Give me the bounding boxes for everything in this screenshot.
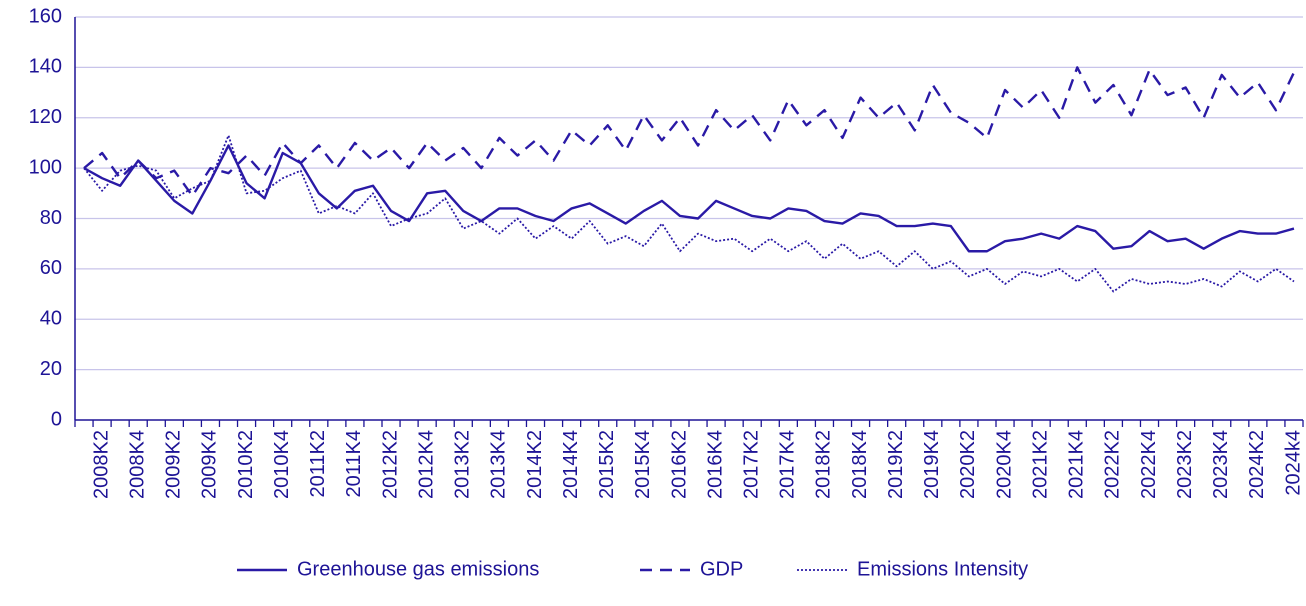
x-tick-label: 2013K2 [452, 430, 474, 499]
legend-label: Emissions Intensity [857, 558, 1028, 580]
y-tick-label: 120 [29, 106, 62, 128]
x-tick-label: 2018K4 [849, 430, 871, 499]
y-tick-label: 80 [40, 207, 62, 229]
x-tick-label: 2019K2 [885, 430, 907, 499]
x-tick-label: 2016K4 [704, 430, 726, 499]
series-line [83, 144, 1295, 253]
y-tick-label: 60 [40, 257, 62, 279]
x-tick-label: 2014K4 [560, 430, 582, 499]
x-tick-label: 2016K2 [668, 430, 690, 499]
x-tick-label: 2024k4 [1282, 430, 1304, 496]
x-tick-label: 2013K4 [488, 430, 510, 499]
y-tick-label: 0 [51, 408, 62, 430]
series-line [83, 66, 1296, 198]
x-tick-label: 2022K4 [1138, 430, 1160, 499]
x-tick-label: 2011K2 [307, 430, 329, 497]
x-tick-label: 2022K2 [1102, 430, 1124, 499]
x-tick-label: 2023K2 [1174, 430, 1196, 499]
x-tick-label: 2020K2 [957, 430, 979, 499]
legend-label: Greenhouse gas emissions [297, 558, 539, 580]
x-tick-label: 2008K4 [126, 430, 148, 499]
legend-label: GDP [700, 558, 743, 580]
x-tick-label: 2023K4 [1210, 430, 1232, 499]
x-tick-label: 2012K4 [415, 430, 437, 499]
x-tick-label: 2009K4 [199, 430, 221, 499]
x-tick-label: 2015K4 [632, 430, 654, 499]
x-tick-label: 2011K4 [343, 430, 365, 497]
x-tick-label: 2014K2 [524, 430, 546, 499]
x-tick-label: 2017K2 [740, 430, 762, 499]
x-tick-label: 2021K2 [1029, 430, 1051, 499]
x-tick-label: 2008K2 [90, 430, 112, 499]
x-tick-label: 2024K2 [1246, 430, 1268, 499]
x-tick-label: 2009K2 [163, 430, 185, 499]
x-tick-label: 2017K4 [777, 430, 799, 499]
y-tick-label: 40 [40, 308, 62, 330]
x-tick-label: 2010K2 [235, 430, 257, 499]
y-tick-label: 140 [29, 56, 62, 78]
y-tick-label: 20 [40, 358, 62, 380]
y-tick-label: 160 [29, 5, 62, 27]
x-tick-label: 2020K4 [993, 430, 1015, 499]
x-tick-label: 2015K2 [596, 430, 618, 499]
x-tick-label: 2019K4 [921, 430, 943, 499]
series-line [83, 134, 1295, 293]
x-tick-label: 2018K2 [813, 430, 835, 499]
x-tick-label: 2010K4 [271, 430, 293, 499]
y-tick-label: 100 [29, 156, 62, 178]
x-tick-label: 2021K4 [1066, 430, 1088, 499]
x-tick-label: 2012K2 [379, 430, 401, 499]
